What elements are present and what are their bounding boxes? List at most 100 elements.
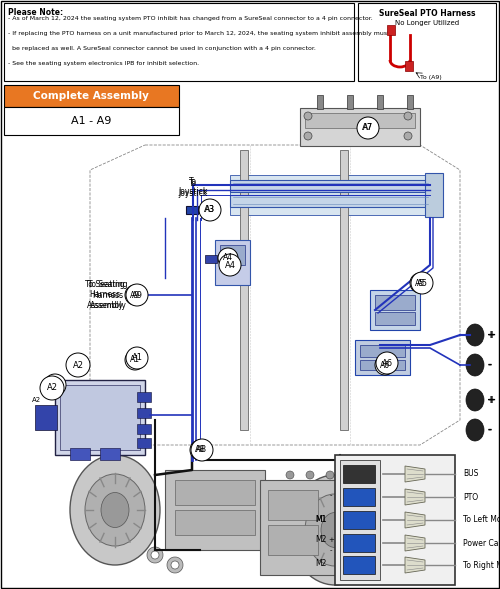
Bar — [230, 180, 430, 192]
Text: A9: A9 — [130, 290, 140, 299]
Circle shape — [358, 118, 378, 138]
Circle shape — [200, 200, 220, 220]
Bar — [100, 448, 120, 460]
Bar — [215, 240, 250, 285]
Ellipse shape — [70, 455, 160, 565]
Circle shape — [219, 254, 241, 276]
Bar — [343, 511, 375, 529]
Circle shape — [304, 132, 312, 140]
Text: -: - — [487, 360, 491, 370]
Circle shape — [126, 347, 148, 369]
Circle shape — [191, 439, 213, 461]
Text: To Left Motor: To Left Motor — [463, 515, 500, 524]
Text: - If replacing the PTO harness on a unit manufactured prior to March 12, 2024, t: - If replacing the PTO harness on a unit… — [8, 31, 390, 36]
Bar — [340, 150, 348, 430]
Bar — [360, 345, 405, 357]
Bar — [268, 525, 318, 555]
Bar — [4, 107, 179, 135]
Bar — [370, 290, 420, 330]
Text: -: - — [487, 425, 491, 435]
Text: A5: A5 — [415, 279, 425, 287]
Bar — [340, 460, 380, 580]
Text: A1: A1 — [130, 356, 140, 365]
Bar — [358, 3, 496, 81]
Bar — [375, 295, 415, 310]
Text: +: + — [488, 330, 496, 340]
Circle shape — [218, 248, 238, 268]
Text: A7: A7 — [362, 124, 374, 133]
Bar — [407, 95, 413, 109]
Polygon shape — [405, 466, 425, 482]
Bar — [205, 255, 217, 263]
Bar — [343, 534, 375, 552]
Text: A2: A2 — [46, 383, 58, 392]
Text: M2: M2 — [316, 535, 327, 544]
Text: A1: A1 — [132, 353, 142, 362]
Bar — [425, 173, 443, 217]
Bar — [360, 360, 405, 370]
Circle shape — [125, 350, 145, 370]
Circle shape — [410, 273, 430, 293]
Circle shape — [404, 112, 412, 120]
Bar — [355, 340, 410, 375]
Polygon shape — [405, 557, 425, 573]
Text: A3: A3 — [205, 206, 215, 214]
Bar — [175, 510, 255, 535]
Bar — [137, 392, 151, 402]
Circle shape — [304, 112, 312, 120]
Text: A4: A4 — [224, 260, 235, 270]
Text: M1: M1 — [316, 515, 327, 524]
Circle shape — [411, 272, 433, 294]
Bar — [405, 61, 413, 71]
Circle shape — [357, 117, 379, 139]
Text: To
Joystick: To Joystick — [178, 177, 208, 196]
Bar — [137, 424, 151, 434]
Text: To (A9): To (A9) — [420, 75, 442, 80]
Text: be replaced as well. A SureSeal connector cannot be used in conjunction with a 4: be replaced as well. A SureSeal connecto… — [8, 46, 316, 51]
Ellipse shape — [466, 354, 484, 376]
Bar — [343, 556, 375, 574]
Text: -: - — [488, 360, 492, 370]
Bar — [377, 95, 383, 109]
Circle shape — [286, 471, 294, 479]
Text: To Right Motor: To Right Motor — [463, 561, 500, 570]
Bar — [186, 206, 198, 214]
Circle shape — [404, 132, 412, 140]
Circle shape — [376, 352, 398, 374]
Text: A1 - A9: A1 - A9 — [71, 116, 111, 126]
Ellipse shape — [321, 512, 349, 548]
Text: Power Cable: Power Cable — [463, 538, 500, 548]
Text: A2: A2 — [32, 397, 41, 403]
Circle shape — [190, 440, 210, 460]
Bar — [317, 95, 323, 109]
Bar — [268, 490, 318, 520]
Text: To Seating
Harness
Assembly: To Seating Harness Assembly — [85, 280, 125, 310]
Text: A5: A5 — [416, 279, 428, 287]
Bar — [220, 245, 245, 265]
Text: A7: A7 — [363, 124, 373, 133]
Bar — [240, 150, 248, 430]
Polygon shape — [405, 489, 425, 505]
Ellipse shape — [466, 324, 484, 346]
Bar — [347, 95, 353, 109]
Ellipse shape — [305, 494, 365, 566]
Text: No Longer Utilized: No Longer Utilized — [395, 20, 459, 26]
Text: +: + — [328, 537, 334, 543]
Bar — [70, 448, 90, 460]
Bar — [305, 113, 415, 128]
Circle shape — [44, 374, 66, 396]
Bar — [35, 405, 57, 430]
Text: Please Note:: Please Note: — [8, 8, 63, 17]
Circle shape — [66, 353, 90, 377]
Text: +: + — [488, 395, 496, 405]
Text: A3: A3 — [204, 206, 216, 214]
Bar — [343, 465, 375, 483]
Text: A2: A2 — [50, 380, 60, 389]
Text: - See the seating system electronics IPB for inhibit selection.: - See the seating system electronics IPB… — [8, 61, 199, 66]
Text: +: + — [487, 330, 495, 340]
Bar — [137, 408, 151, 418]
Bar — [260, 480, 380, 575]
Text: A6: A6 — [382, 359, 392, 368]
Ellipse shape — [290, 475, 380, 585]
Text: A2: A2 — [72, 360, 84, 369]
